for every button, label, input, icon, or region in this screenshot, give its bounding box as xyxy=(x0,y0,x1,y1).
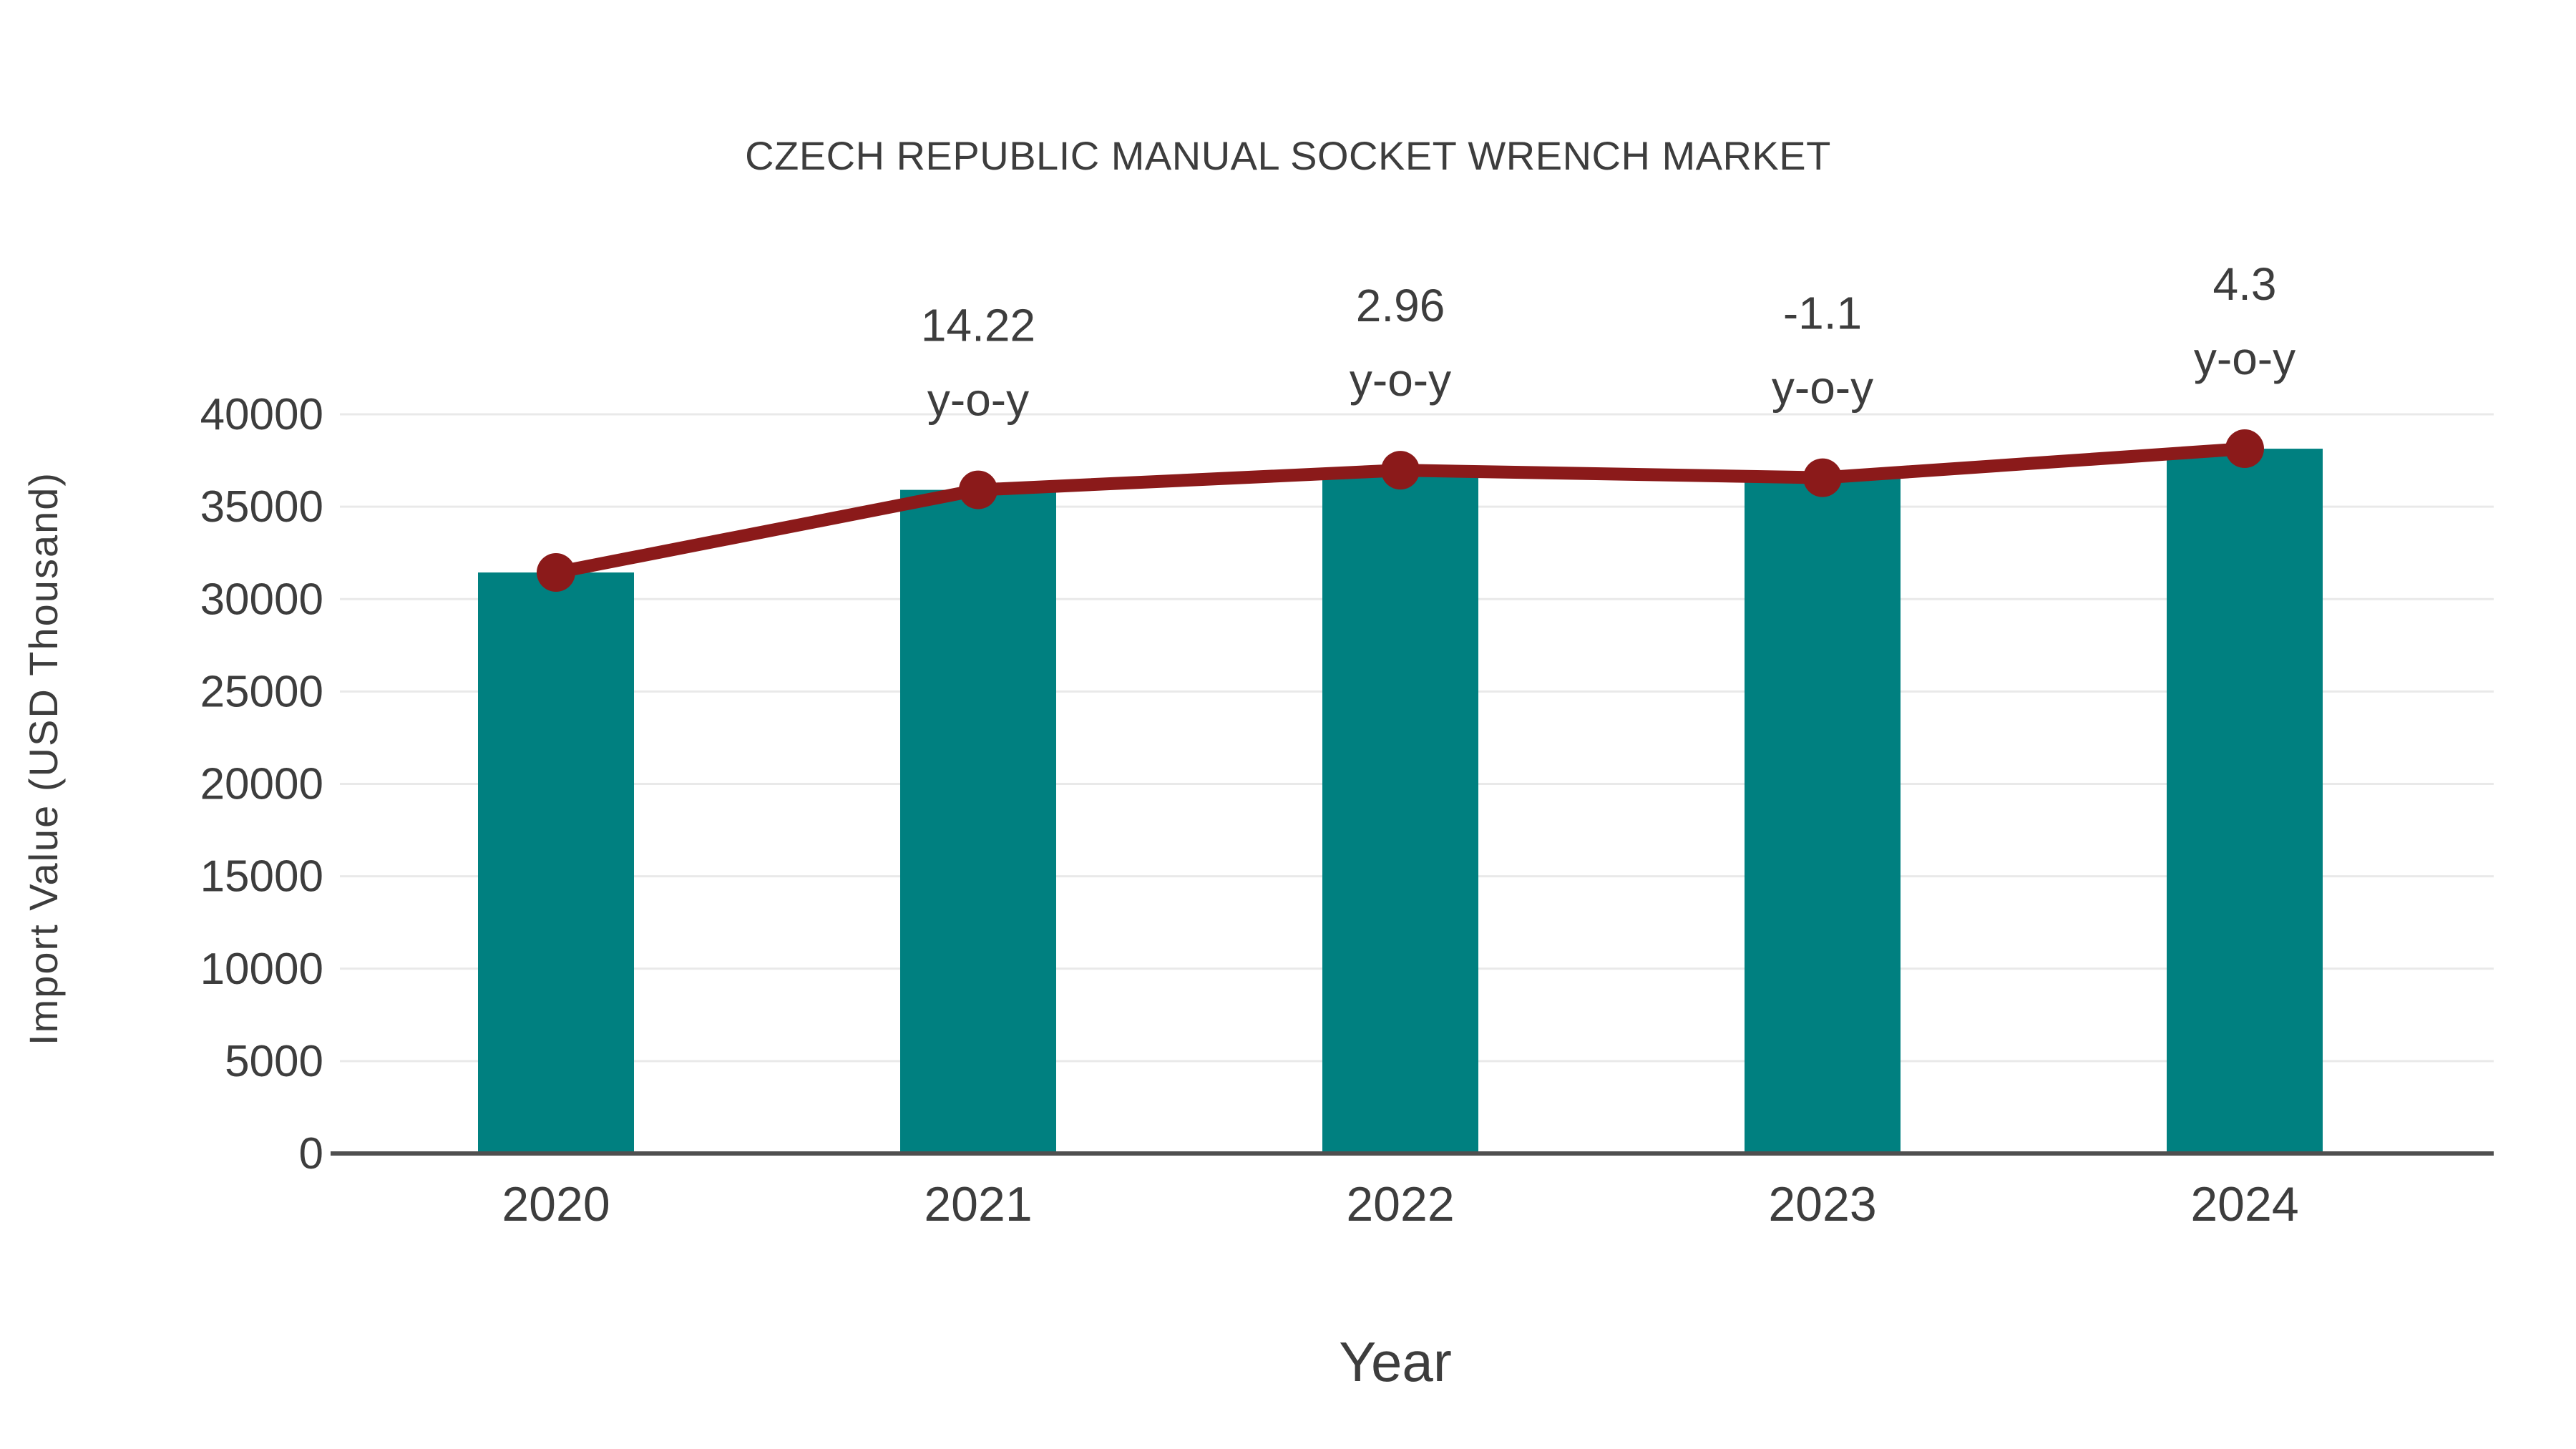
x-tick-label: 2024 xyxy=(2190,1177,2298,1231)
annotation-unit: y-o-y xyxy=(1350,354,1451,406)
line-marker xyxy=(959,470,997,509)
bar xyxy=(900,489,1056,1153)
bar xyxy=(2167,449,2323,1153)
y-tick-label: 35000 xyxy=(200,482,323,532)
line-series-layer xyxy=(537,429,2264,592)
y-tick-label: 0 xyxy=(299,1129,323,1179)
bar xyxy=(1745,477,1901,1153)
y-tick-label: 20000 xyxy=(200,760,323,809)
y-tick-label: 10000 xyxy=(200,945,323,994)
y-tick-label: 40000 xyxy=(200,390,323,439)
line-marker xyxy=(1381,451,1420,490)
tick-labels-layer: 0 5000 10000 15000 20000 25000 30000 35000 40000… xyxy=(200,390,2299,1231)
annotations-layer: 14.22 y-o-y 2.96 y-o-y -1.1 y-o-y 4.3 y-o-y xyxy=(921,258,2296,426)
y-tick-label: 30000 xyxy=(200,575,323,624)
annotation-value: 14.22 xyxy=(921,300,1035,351)
bar xyxy=(478,572,634,1153)
y-tick-label: 15000 xyxy=(200,852,323,902)
annotation-value: 4.3 xyxy=(2213,258,2277,310)
bar xyxy=(1322,470,1478,1153)
annotation-unit: y-o-y xyxy=(2194,333,2296,384)
line-marker xyxy=(2225,429,2264,469)
x-tick-label: 2020 xyxy=(502,1177,610,1231)
bar-series-layer xyxy=(478,449,2323,1153)
line-marker xyxy=(537,553,575,592)
chart-title: CZECH REPUBLIC MANUAL SOCKET WRENCH MARK… xyxy=(745,133,1831,178)
annotation-value: -1.1 xyxy=(1783,288,1862,339)
y-axis-label: Import Value (USD Thousand) xyxy=(21,472,66,1045)
annotation-value: 2.96 xyxy=(1356,280,1445,331)
x-tick-label: 2023 xyxy=(1768,1177,1876,1231)
y-tick-label: 25000 xyxy=(200,667,323,716)
y-tick-label: 5000 xyxy=(225,1037,323,1086)
x-tick-label: 2021 xyxy=(924,1177,1032,1231)
annotation-unit: y-o-y xyxy=(927,374,1029,426)
line-marker xyxy=(1803,458,1842,497)
x-tick-label: 2022 xyxy=(1346,1177,1454,1231)
annotation-unit: y-o-y xyxy=(1772,362,1873,414)
x-axis-label: Year xyxy=(1339,1330,1452,1393)
